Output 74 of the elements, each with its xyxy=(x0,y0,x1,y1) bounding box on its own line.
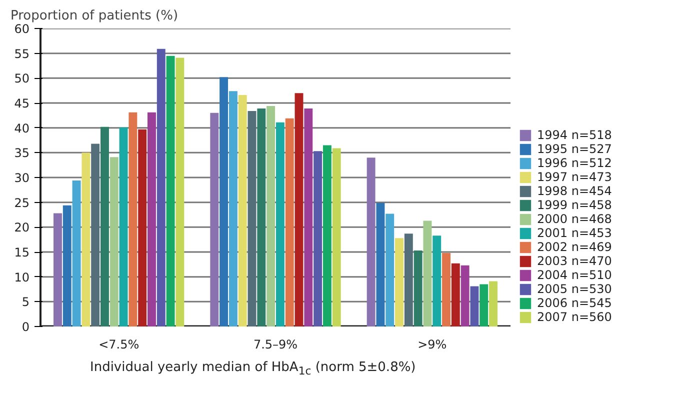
bar xyxy=(423,220,432,326)
bar xyxy=(314,151,322,326)
bar xyxy=(148,112,156,326)
legend-label: 2001 n=453 xyxy=(537,226,612,240)
bar xyxy=(156,48,166,326)
bar xyxy=(82,152,90,326)
legend-label: 2000 n=468 xyxy=(537,212,612,226)
legend-label: 1998 n=454 xyxy=(537,184,612,198)
bar xyxy=(210,112,219,326)
y-tick-label: 10 xyxy=(14,270,30,284)
y-tick-label: 40 xyxy=(14,121,30,136)
bar xyxy=(62,205,72,326)
bar xyxy=(386,214,394,326)
legend-label: 2005 n=530 xyxy=(537,282,612,296)
bar xyxy=(54,213,62,326)
bar xyxy=(166,56,175,326)
bar xyxy=(91,144,100,326)
y-tick-label: 25 xyxy=(14,196,30,210)
x-tick-label: >9% xyxy=(418,338,447,352)
x-axis-title: Individual yearly median of HbA$_{1c}$ (norm 5±0.8%) xyxy=(90,359,416,380)
bar xyxy=(238,95,247,326)
bar xyxy=(376,202,385,326)
x-tick-label: <7.5% xyxy=(98,338,140,352)
bar xyxy=(451,263,460,326)
legend-label: 1999 n=458 xyxy=(537,198,612,212)
legend-label: 1997 n=473 xyxy=(537,170,612,184)
bar xyxy=(332,148,341,326)
y-tick-label: 15 xyxy=(14,246,30,260)
bar xyxy=(414,250,422,326)
bar xyxy=(276,122,284,326)
bar xyxy=(257,108,266,326)
bar xyxy=(100,126,109,326)
legend-label: 2002 n=469 xyxy=(537,240,612,254)
bar xyxy=(128,112,138,326)
bar xyxy=(110,157,118,326)
bar xyxy=(442,252,450,326)
bar xyxy=(220,77,228,326)
bar xyxy=(460,265,470,326)
bar xyxy=(432,236,442,326)
bar xyxy=(248,110,256,326)
y-tick-label: 60 xyxy=(14,22,30,36)
bar xyxy=(138,129,147,326)
y-tick-label: 30 xyxy=(14,171,30,185)
bar xyxy=(395,238,404,326)
legend-label: 2007 n=560 xyxy=(537,310,612,324)
bar xyxy=(228,91,238,326)
legend-label: 2006 n=545 xyxy=(537,296,612,310)
y-tick-label: 50 xyxy=(14,72,30,86)
bar xyxy=(119,127,128,326)
y-tick-label: 0 xyxy=(22,320,30,334)
bar xyxy=(266,106,276,326)
y-tick-label: 55 xyxy=(14,46,30,61)
bar xyxy=(480,284,488,326)
bar xyxy=(322,145,332,326)
legend-label: 1995 n=527 xyxy=(537,142,612,156)
y-tick-label: 20 xyxy=(14,220,30,235)
bar xyxy=(285,118,294,326)
y-tick-label: 45 xyxy=(14,96,30,110)
legend-label: 1996 n=512 xyxy=(537,156,612,170)
bar xyxy=(304,108,313,326)
bar xyxy=(176,58,184,326)
bar xyxy=(72,180,81,326)
y-axis-title: Proportion of patients (%) xyxy=(10,8,178,24)
bar xyxy=(366,158,376,326)
bar xyxy=(294,93,304,326)
bar xyxy=(470,286,479,326)
legend-label: 1994 n=518 xyxy=(537,128,612,142)
x-tick-label: 7.5–9% xyxy=(253,338,298,352)
legend-label: 2003 n=470 xyxy=(537,254,612,268)
legend-label: 2004 n=510 xyxy=(537,268,612,282)
y-tick-label: 35 xyxy=(14,146,30,160)
y-tick-label: 5 xyxy=(22,295,30,310)
bar xyxy=(489,281,498,326)
bar xyxy=(404,234,413,326)
